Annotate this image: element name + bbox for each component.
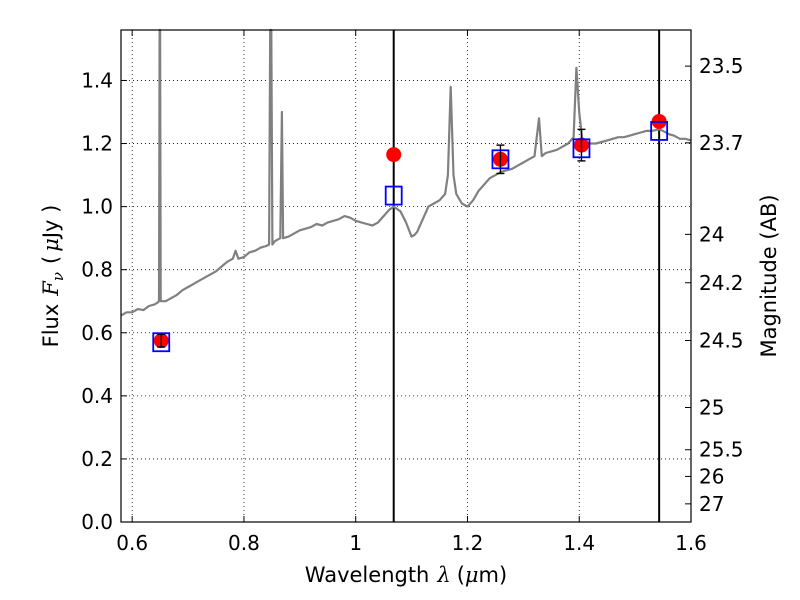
y-axis-title: FluxFν(μJy )	[39, 205, 67, 348]
y2-tick-label: 24.5	[699, 329, 744, 353]
y2-tick-label: 23.7	[699, 131, 744, 155]
points-layer	[152, 113, 669, 353]
y-tick-label: 1.4	[81, 68, 113, 92]
y2-tick-label: 25	[699, 395, 724, 419]
vertical-lines-layer	[392, 30, 661, 522]
model-point	[572, 138, 591, 159]
y-tick-label: 0.0	[81, 510, 113, 534]
x-tick-label: 0.6	[116, 531, 148, 555]
y2-tick-label: 25.5	[699, 438, 744, 462]
y2-tick-label: 24.2	[699, 271, 744, 295]
y2-axis-title: Magnitude (AB)	[757, 194, 781, 357]
spectrum-line	[120, 28, 692, 317]
y2-tick-label: 26	[699, 464, 724, 488]
model-point	[152, 332, 171, 353]
y-tick-label: 0.2	[81, 447, 113, 471]
y-tick-label: 0.4	[81, 384, 113, 408]
x-tick-label: 1.6	[675, 531, 707, 555]
model-point	[491, 149, 510, 170]
y2-tick-label: 27	[699, 492, 724, 516]
tick-layer: 0.6 0.8 1 1.2 1.4 1.6 0.0 0.2 0.4 0.6 0.8 1.0 1.2 1.4…	[81, 30, 744, 555]
model-point	[384, 185, 403, 206]
observed-point	[386, 147, 402, 163]
y-tick-label: 1.2	[81, 132, 113, 156]
x-axis-title: Wavelength λ (μm)	[305, 563, 507, 587]
y-tick-label: 0.8	[81, 258, 113, 282]
x-tick-label: 1.4	[563, 531, 595, 555]
x-tick-label: 1	[349, 531, 362, 555]
plot-frame	[120, 29, 692, 523]
y2-tick-label: 24	[699, 222, 724, 246]
x-tick-label: 1.2	[452, 531, 484, 555]
y2-tick-label: 23.5	[699, 54, 744, 78]
y-tick-label: 1.0	[81, 195, 113, 219]
x-tick-label: 0.8	[228, 531, 260, 555]
model-point	[650, 121, 669, 141]
y-tick-label: 0.6	[81, 321, 113, 345]
spectrum-layer	[120, 28, 692, 317]
